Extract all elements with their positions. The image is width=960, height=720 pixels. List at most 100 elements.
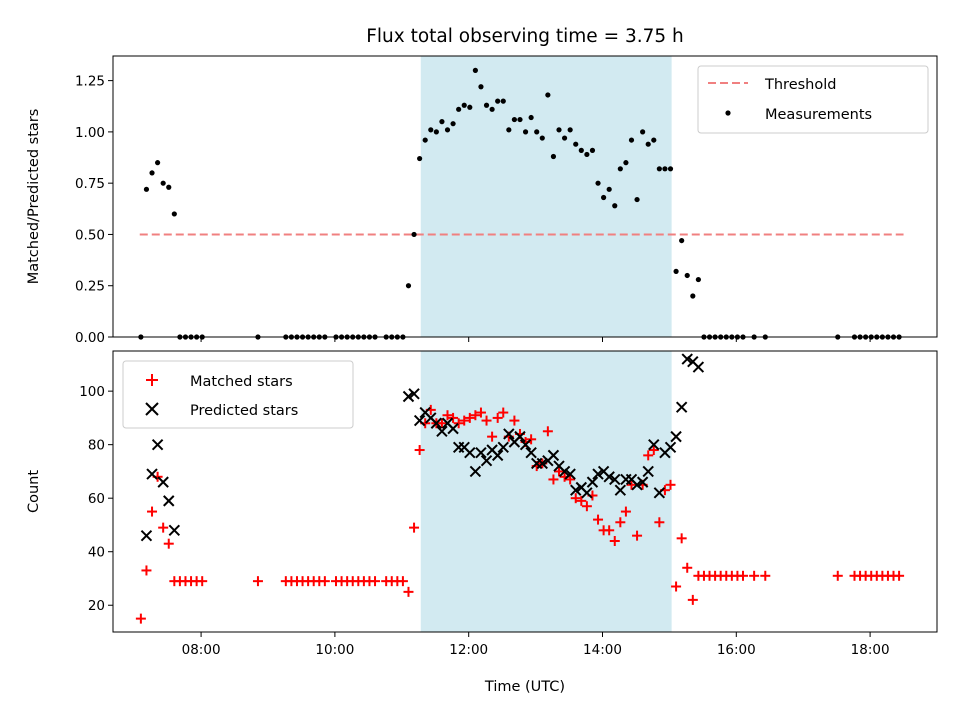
measurement-point: [673, 268, 679, 274]
matched-star-point: [197, 576, 208, 587]
measurement-point: [143, 186, 150, 192]
ratio-panel-ticks: 0.00 0.25 0.50 0.75 1.00 1.25: [75, 74, 871, 346]
matched-star-point: [832, 570, 843, 581]
count-points: [135, 353, 905, 624]
matched-star-point: [609, 536, 620, 547]
measurement-point: [489, 106, 495, 112]
measurement-point: [617, 166, 623, 172]
predicted-star-point: [480, 455, 493, 467]
y-tick-label: 1.25: [75, 74, 105, 90]
matched-star-point: [760, 570, 771, 581]
matched-star-point: [526, 434, 537, 445]
y-tick-label: 0.00: [75, 330, 105, 346]
predicted-star-point: [475, 446, 487, 459]
matched-star-point: [894, 570, 905, 581]
measurement-point: [634, 196, 640, 203]
predicted-star-point: [675, 401, 688, 413]
predicted-star-point: [447, 422, 459, 435]
matched-star-point: [459, 415, 470, 426]
x-axis-label: Time (UTC): [484, 679, 565, 695]
predicted-star-point: [581, 487, 593, 499]
matched-star-point: [436, 418, 447, 429]
count-y-axis-label: Count: [26, 470, 42, 513]
x-tick-label: 18:00: [851, 642, 890, 658]
predicted-star-point: [469, 465, 482, 478]
y-tick-label: 0.25: [75, 279, 105, 295]
predicted-star-point: [653, 487, 666, 499]
ratio-y-axis-label: Matched/Predicted stars: [26, 109, 42, 285]
count-legend: Matched stars Predicted stars: [122, 360, 354, 429]
measurement-point: [645, 141, 651, 147]
measurement-point: [411, 231, 417, 238]
ratio-legend: Threshold Measurements: [697, 65, 929, 134]
predicted-star-point: [681, 353, 693, 365]
matched-star-point: [442, 410, 453, 421]
x-tick-label: 08:00: [182, 642, 221, 658]
measurement-point: [561, 135, 568, 141]
matched-star-point: [749, 570, 760, 581]
matched-star-point: [654, 517, 665, 528]
x-tick-label: 14:00: [583, 642, 622, 658]
matched-star-point: [481, 415, 492, 426]
matched-star-point: [671, 581, 682, 592]
matched-star-point: [626, 479, 637, 490]
matched-star-point: [643, 450, 654, 461]
matched-star-point: [632, 530, 643, 541]
y-tick-label: 0.50: [75, 227, 105, 243]
matched-star-point: [464, 412, 475, 423]
measurement-point: [539, 135, 545, 141]
measurement-point: [679, 237, 685, 244]
ratio-legend-box: [697, 65, 929, 134]
measurement-point: [506, 127, 512, 133]
legend-matched-label: Matched stars: [190, 374, 293, 390]
measurement-point: [517, 116, 523, 123]
matched-star-point: [370, 576, 381, 587]
predicted-star-point: [564, 468, 576, 480]
predicted-star-point: [402, 390, 415, 403]
matched-star-point: [565, 474, 576, 485]
measurement-point: [584, 151, 590, 158]
measurement-point: [534, 129, 540, 135]
measurement-point: [444, 127, 451, 133]
count-panel: 08:00 10:00 12:00 14:00 16:00 18:00 20 40 60 80 10…: [26, 350, 938, 658]
matched-star-point: [414, 445, 425, 456]
observing-window-shade: [420, 56, 672, 337]
measurement-point: [528, 114, 534, 121]
matched-star-point: [548, 474, 559, 485]
measurement-point: [656, 166, 662, 172]
matched-star-point: [576, 495, 587, 506]
predicted-star-point: [157, 476, 169, 488]
x-tick-label: 12:00: [449, 642, 488, 658]
predicted-star-point: [436, 425, 448, 437]
predicted-star-point: [570, 484, 582, 496]
predicted-star-point: [536, 457, 548, 470]
predicted-star-point: [163, 495, 175, 507]
measurement-point: [628, 137, 635, 143]
predicted-star-point: [151, 438, 164, 451]
predicted-star-point: [609, 473, 621, 486]
measurement-point: [573, 141, 579, 147]
measurement-point: [640, 129, 646, 135]
measurement-point: [695, 276, 701, 283]
predicted-star-point: [519, 438, 532, 451]
y-tick-label: 100: [79, 384, 105, 400]
measurement-point: [545, 92, 551, 98]
ratio-panel-frame: [112, 55, 938, 338]
matched-star-point: [542, 426, 553, 437]
measurement-point: [155, 160, 161, 166]
predicted-star-point: [140, 529, 153, 542]
measurement-point: [171, 211, 177, 217]
measurement-point: [450, 121, 456, 127]
predicted-star-point: [670, 430, 682, 443]
matched-star-point: [475, 407, 486, 418]
measurement-point: [461, 102, 467, 108]
predicted-star-point: [464, 446, 476, 459]
measurement-point: [522, 129, 529, 135]
measurement-point: [149, 170, 155, 176]
legend-measurements-swatch: [725, 110, 731, 116]
predicted-star-point: [592, 468, 604, 480]
measurement-point: [667, 166, 674, 172]
predicted-star-point: [631, 479, 643, 491]
predicted-star-point: [636, 476, 649, 488]
measurement-point: [578, 147, 584, 153]
